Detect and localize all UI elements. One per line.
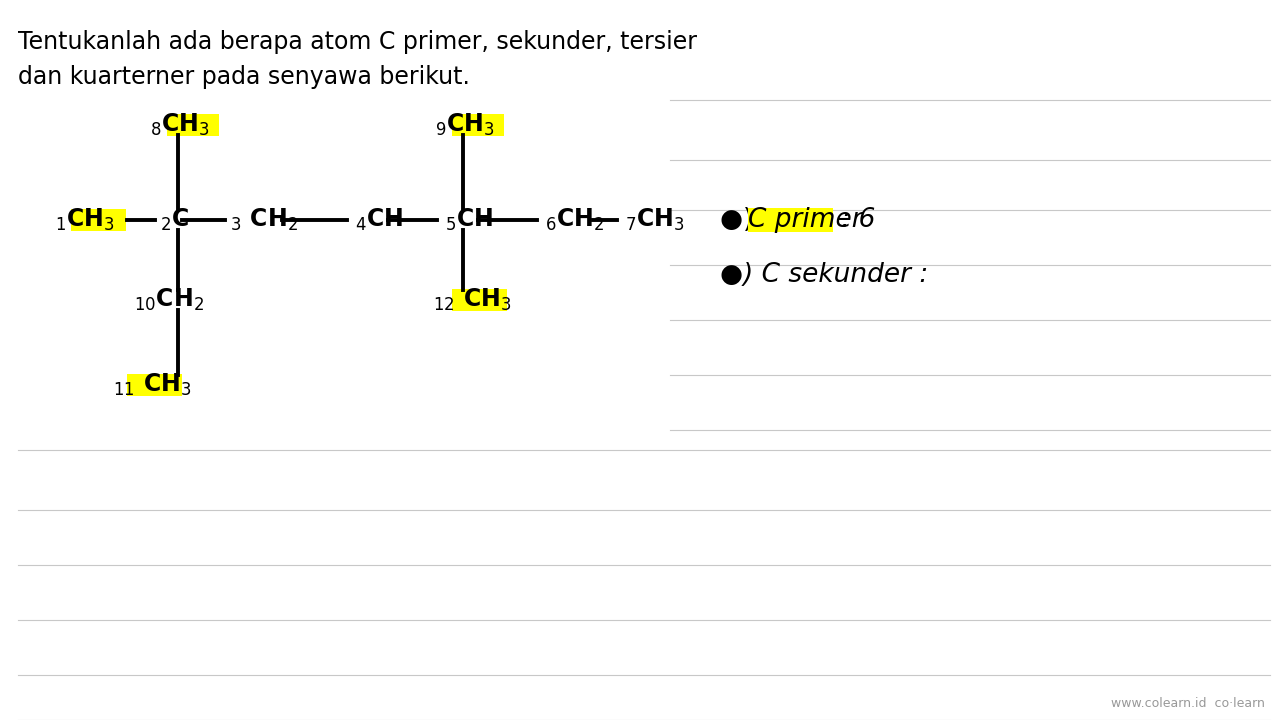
Bar	[127, 374, 182, 396]
Text: $_7$CH$_3$: $_7$CH$_3$	[625, 207, 685, 233]
Text: Tentukanlah ada berapa atom C primer, sekunder, tersier: Tentukanlah ada berapa atom C primer, se…	[18, 30, 698, 54]
Text: ●): ●)	[719, 207, 762, 233]
Text: $_{12}$ CH$_3$: $_{12}$ CH$_3$	[433, 287, 512, 313]
Text: $_6$CH$_2$: $_6$CH$_2$	[545, 207, 604, 233]
Text: $_1$CH$_3$: $_1$CH$_3$	[55, 207, 115, 233]
Text: C primer: C primer	[748, 207, 863, 233]
Bar	[452, 114, 504, 136]
Bar	[452, 289, 507, 311]
Text: $_{11}$ CH$_3$: $_{11}$ CH$_3$	[113, 372, 192, 398]
Text: $_4$CH: $_4$CH	[355, 207, 403, 233]
Text: : 6: : 6	[833, 207, 876, 233]
Bar	[748, 208, 833, 232]
Text: dan kuarterner pada senyawa berikut.: dan kuarterner pada senyawa berikut.	[18, 65, 470, 89]
Text: $_3$ CH$_2$: $_3$ CH$_2$	[230, 207, 298, 233]
Text: $_9$CH$_3$: $_9$CH$_3$	[435, 112, 495, 138]
Bar	[70, 209, 125, 231]
Text: $_{10}$CH$_2$: $_{10}$CH$_2$	[134, 287, 205, 313]
Text: $_8$CH$_3$: $_8$CH$_3$	[150, 112, 210, 138]
Bar	[166, 114, 219, 136]
Text: $_5$CH: $_5$CH	[445, 207, 493, 233]
Text: $_2$C: $_2$C	[160, 207, 189, 233]
Text: www.colearn.id  co·learn: www.colearn.id co·learn	[1111, 697, 1265, 710]
Text: ●) C sekunder :: ●) C sekunder :	[719, 262, 928, 288]
